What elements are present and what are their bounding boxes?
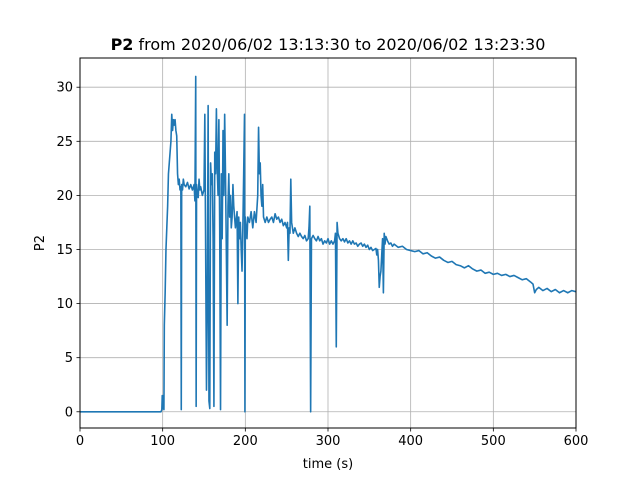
x-tick-label: 200 [233, 434, 258, 449]
x-axis-ticks: 0 100 200 300 400 500 600 [76, 428, 589, 449]
chart-title-bold: P2 [111, 35, 134, 54]
chart-title-rest: from 2020/06/02 13:13:30 to 2020/06/02 1… [133, 35, 545, 54]
chart-title: P2 from 2020/06/02 13:13:30 to 2020/06/0… [111, 35, 546, 54]
y-tick-label: 10 [56, 297, 73, 312]
y-tick-label: 25 [56, 135, 73, 150]
y-tick-label: 20 [56, 189, 73, 204]
series-layer [80, 75, 576, 413]
x-tick-label: 300 [316, 434, 341, 449]
x-axis-label: time (s) [303, 457, 353, 472]
x-tick-label: 500 [481, 434, 506, 449]
x-tick-label: 400 [398, 434, 423, 449]
y-tick-label: 0 [65, 405, 73, 420]
series-line-1 [80, 75, 576, 413]
y-tick-label: 5 [65, 351, 73, 366]
x-tick-label: 100 [150, 434, 175, 449]
y-tick-label: 15 [56, 243, 73, 258]
y-axis-label: P2 [33, 235, 48, 251]
y-tick-label: 30 [56, 81, 73, 96]
x-tick-label: 0 [76, 434, 84, 449]
x-tick-label: 600 [564, 434, 589, 449]
y-axis-ticks: 0 5 10 15 20 25 30 [56, 81, 80, 420]
